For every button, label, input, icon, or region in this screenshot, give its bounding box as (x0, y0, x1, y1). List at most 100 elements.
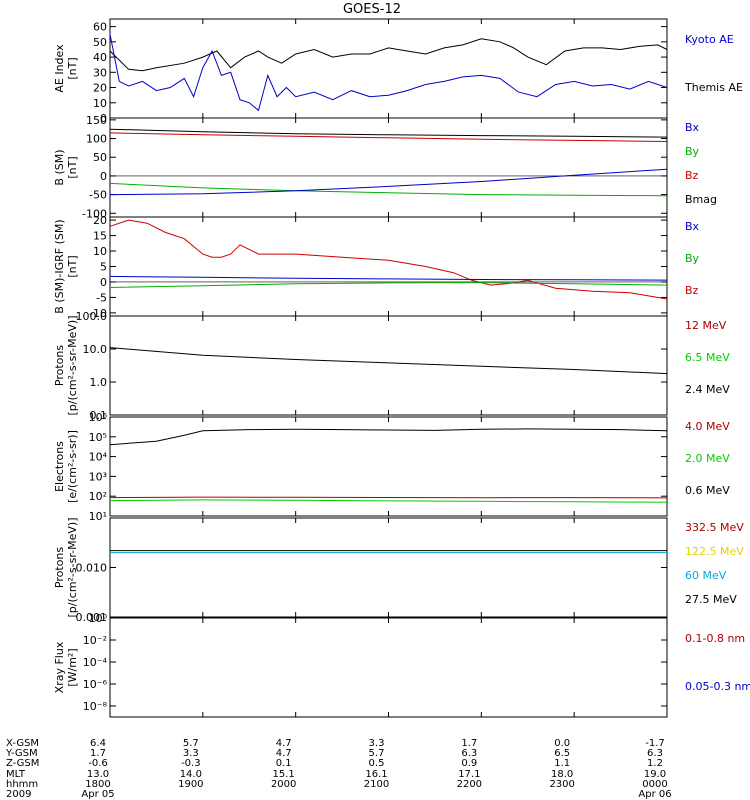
legend-label: 6.5 MeV (685, 351, 730, 364)
y-tick-label: 10⁻⁸ (83, 700, 108, 713)
y-tick-label: 10⁰ (89, 612, 108, 625)
panel-xray: 10⁻⁸ 10⁻⁶ 10⁻⁴ 10⁻² 10⁰ Xray Flux [W/m²] 0.1-0.… (53, 612, 750, 718)
y-tick-label: -10 (89, 307, 107, 320)
x-axis-value: 5.7 (369, 748, 385, 759)
series-line-by (109, 282, 668, 288)
y-axis-label: [nT] (66, 156, 79, 178)
x-axis-value: 1900 (178, 779, 203, 790)
series-line-by (109, 182, 668, 197)
y-tick-label: 0.010 (76, 562, 108, 575)
legend-label: 0.6 MeV (685, 484, 730, 497)
y-tick-label: 60 (93, 21, 107, 34)
panel-protons_low: 0.1 1.0 10.0 100.0 Protons [p/(cm²-s-sr-MeV)]… (53, 310, 730, 422)
y-tick-label: 100.0 (76, 310, 108, 323)
x-axis-value: 3.3 (369, 738, 385, 749)
legend-label: Bx (685, 220, 700, 233)
legend-label: 60 MeV (685, 569, 727, 582)
series-line-2-4-mev (109, 347, 668, 375)
panel-protons_high: 0.001 0.010 Protons [p/(cm²-s-sr-MeV)] 332.5… (53, 517, 744, 624)
x-axis-value: 4.7 (276, 748, 292, 759)
panel-frame (109, 315, 668, 416)
panel-ae: 0 10 20 30 40 50 60 AE Index [nT] Kyoto AE Themis … (53, 18, 743, 125)
x-axis-value: 6.3 (647, 748, 663, 759)
x-axis-value: 2100 (364, 779, 389, 790)
y-tick-label: 50 (93, 151, 107, 164)
series-line-kyoto-ae (109, 34, 668, 112)
y-tick-label: 50 (93, 36, 107, 49)
x-axis-value: 1.1 (554, 758, 570, 769)
legend-label: 2.4 MeV (685, 383, 730, 396)
x-axis-value: 1.2 (647, 758, 663, 769)
x-axis-value: 2300 (549, 779, 574, 790)
y-tick-label: 10⁶ (89, 411, 108, 424)
panel-frame (109, 517, 668, 618)
legend-label: 122.5 MeV (685, 545, 744, 558)
x-axis-value: 6.5 (554, 748, 570, 759)
x-axis-table: X-GSMY-GSMZ-GSMMLThhmm20096.41.7-0.613.0… (5, 738, 672, 800)
y-tick-label: 0 (100, 112, 107, 125)
y-tick-label: 15 (93, 230, 107, 243)
series-line-0-6-mev (109, 428, 668, 446)
x-axis-value: 1.7 (90, 748, 106, 759)
panel-frame (109, 117, 668, 218)
x-axis-value: 14.0 (180, 769, 202, 780)
legend-label: 27.5 MeV (685, 593, 737, 606)
x-axis-value: Apr 05 (81, 789, 114, 800)
x-axis-value: 17.1 (458, 769, 480, 780)
x-axis-value: 3.3 (183, 748, 199, 759)
panel-bigrf: -10 -5 0 5 10 15 20 B (SM)-IGRF (SM) [nT] Bx By Bz (53, 214, 700, 320)
y-tick-label: 10² (89, 490, 107, 503)
y-tick-label: 10⁻⁶ (83, 678, 108, 691)
y-tick-label: 0 (100, 170, 107, 183)
legend-label: Kyoto AE (685, 33, 734, 46)
x-axis-row-label: Z-GSM (6, 758, 39, 769)
y-tick-label: 10.0 (83, 343, 108, 356)
legend-label: 0.1-0.8 nm (685, 632, 745, 645)
y-tick-label: -50 (89, 189, 107, 202)
plot-title: GOES-12 (343, 2, 401, 17)
x-axis-value: 2000 (271, 779, 296, 790)
y-tick-label: 10⁻² (83, 634, 107, 647)
legend-label: By (685, 252, 700, 265)
y-tick-label: 30 (93, 66, 107, 79)
panel-electrons: 10¹ 10² 10³ 10⁴ 10⁵ 10⁶ Electrons [e/(cm²-s-sr)… (53, 411, 730, 523)
series-line-2-0-mev (109, 499, 668, 503)
panel-frame (109, 216, 668, 317)
y-axis-label: Protons (53, 547, 66, 588)
x-axis-value: 1.7 (461, 738, 477, 749)
x-axis-value: 4.7 (276, 738, 292, 749)
x-axis-value: -0.3 (181, 758, 201, 769)
y-axis-label: B (SM) (53, 149, 66, 185)
y-axis-label: [nT] (66, 255, 79, 277)
legend-label: Bx (685, 121, 700, 134)
x-axis-value: Apr 06 (638, 789, 671, 800)
y-tick-label: 20 (93, 214, 107, 227)
legend-label: 0.05-0.3 nm (685, 680, 750, 693)
series-line-bz (109, 132, 668, 142)
x-axis-value: 5.7 (183, 738, 199, 749)
y-axis-label: [p/(cm²-s-sr-MeV)] (66, 316, 79, 416)
x-axis-value: 18.0 (551, 769, 573, 780)
series-line-bmag (109, 128, 668, 138)
x-axis-value: 13.0 (87, 769, 109, 780)
y-tick-label: 0 (100, 276, 107, 289)
y-axis-label: [p/(cm²-s-sr-MeV)] (66, 518, 79, 618)
legend-label: 332.5 MeV (685, 521, 744, 534)
y-tick-label: 1.0 (90, 376, 108, 389)
y-axis-label: [e/(cm²-s-sr)] (66, 430, 79, 503)
legend-label: Themis AE (684, 81, 743, 94)
legend-label: Bmag (685, 193, 717, 206)
x-axis-value: 1800 (85, 779, 110, 790)
x-axis-value: 0.1 (276, 758, 292, 769)
legend-label: By (685, 145, 700, 158)
x-axis-row-label: Y-GSM (5, 748, 38, 759)
legend-label: 12 MeV (685, 319, 727, 332)
y-tick-label: 20 (93, 82, 107, 95)
y-tick-label: 10 (93, 245, 107, 258)
x-axis-value: -1.7 (645, 738, 665, 749)
x-axis-row-label: X-GSM (6, 738, 39, 749)
x-axis-value: 16.1 (365, 769, 387, 780)
y-tick-label: -100 (82, 207, 107, 220)
y-axis-label: B (SM)-IGRF (SM) (53, 219, 66, 313)
panel-frame (109, 617, 668, 718)
